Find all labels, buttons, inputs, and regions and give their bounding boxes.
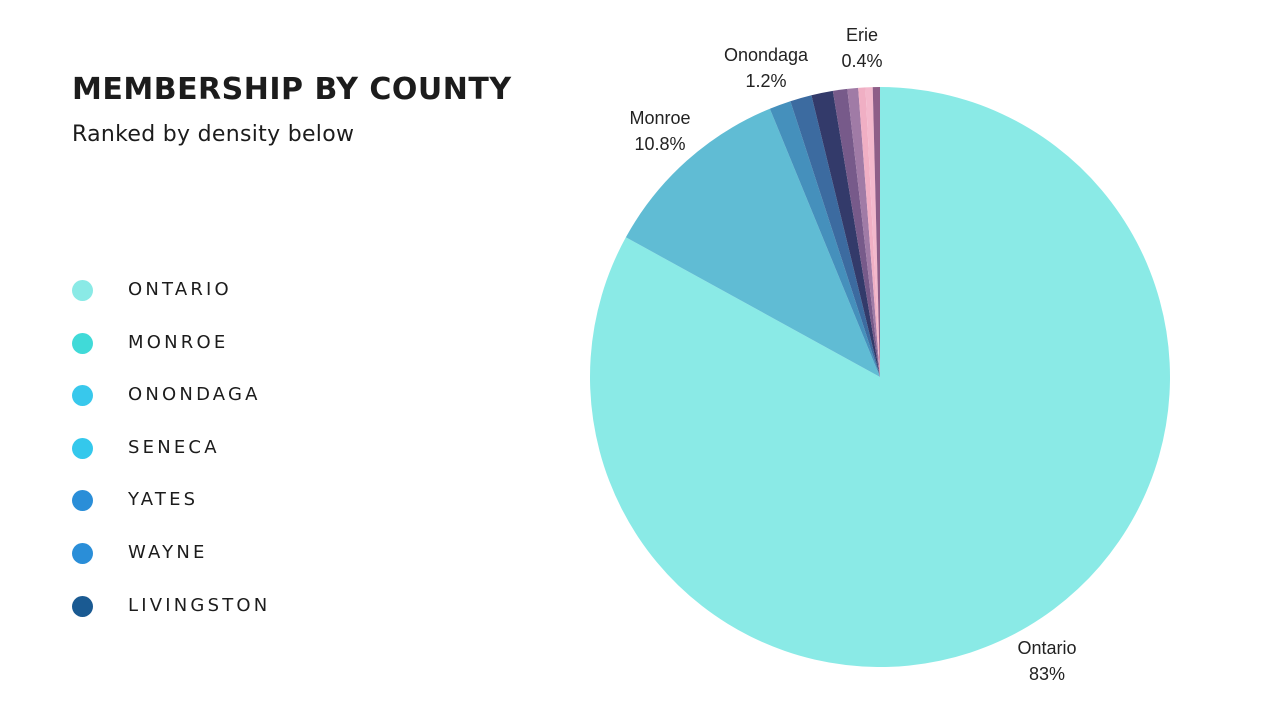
legend-label: ONTARIO [128, 279, 232, 300]
slice-value-label: 1.2% [745, 71, 786, 91]
pie-slice [858, 87, 880, 378]
slice-label: Monroe [629, 108, 690, 128]
legend-swatch [72, 280, 93, 301]
legend-label: SENECA [128, 436, 220, 458]
pie-slices [589, 86, 1170, 667]
pie-slice-erie [865, 87, 880, 377]
legend-item: WAYNE [72, 541, 270, 594]
slice-label: Ontario [1017, 638, 1076, 658]
pie-slice-onondaga [811, 90, 880, 378]
pie-slice [769, 101, 880, 377]
pie-slice [847, 87, 880, 377]
legend-swatch [72, 385, 93, 407]
slice-label: Erie [846, 25, 878, 45]
pie-slice-monroe [625, 108, 880, 377]
legend-label: WAYNE [128, 541, 208, 563]
slice-label: Onondaga [724, 45, 809, 65]
chart-title: MEMBERSHIP BY COUNTY [72, 72, 512, 107]
slice-value-label: 83% [1029, 664, 1065, 684]
legend-swatch [72, 490, 93, 512]
legend-item: ONTARIO [72, 278, 270, 331]
legend-label: ONONDAGA [128, 384, 261, 406]
slice-value-label: 0.4% [841, 51, 882, 71]
legend-item: MONROE [72, 331, 270, 384]
legend-swatch [72, 595, 93, 617]
legend: ONTARIO MONROE ONONDAGA SENECA YATES WAY… [72, 278, 270, 646]
legend-item: ONONDAGA [72, 383, 270, 436]
legend-item: YATES [72, 488, 270, 541]
pie-slice [872, 86, 880, 377]
pie-labels: Ontario 83% Monroe 10.8% Onondaga 1.2% Erie 0.4… [629, 25, 1076, 684]
legend-item: LIVINGSTON [72, 594, 270, 647]
chart-subtitle: Ranked by density below [72, 122, 355, 147]
legend-label: MONROE [128, 331, 229, 353]
pie-slice [790, 95, 880, 377]
legend-swatch [72, 332, 93, 354]
legend-swatch [72, 542, 93, 564]
legend-label: LIVINGSTON [128, 594, 271, 616]
legend-item: SENECA [72, 436, 270, 489]
slice-value-label: 10.8% [634, 134, 685, 154]
legend-swatch [72, 437, 93, 459]
pie-slice-ontario [589, 87, 1170, 667]
pie-slice [832, 88, 880, 377]
legend-label: YATES [128, 489, 199, 511]
